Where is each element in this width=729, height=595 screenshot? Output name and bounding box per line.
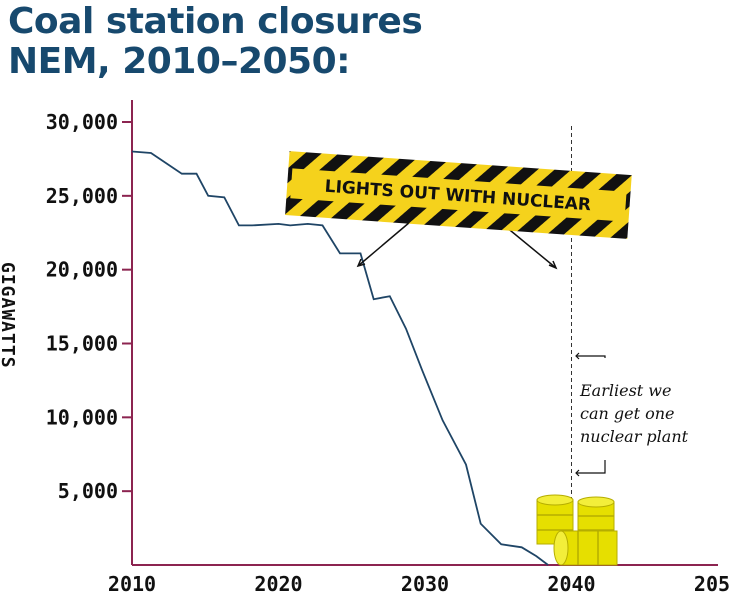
arrow-to-marker bbox=[504, 225, 557, 269]
y-axis-ticks: 5,000 10,000 15,000 20,000 25,000 30,000 bbox=[46, 110, 132, 503]
y-tick-label: 5,000 bbox=[58, 479, 118, 503]
note-line-2: can get one bbox=[580, 404, 675, 423]
coal-capacity-line bbox=[131, 150, 549, 566]
hazard-banner: LIGHTS OUT WITH NUCLEAR bbox=[285, 151, 632, 239]
note-line-3: nuclear plant bbox=[580, 427, 689, 446]
x-tick-label: 2050 bbox=[694, 572, 729, 595]
banner-arrows bbox=[356, 221, 558, 270]
title-line-2: NEM, 2010–2050: bbox=[8, 41, 351, 82]
note-bracket-bottom bbox=[576, 460, 606, 474]
arrow-head-left bbox=[356, 258, 366, 268]
note-brackets bbox=[575, 352, 606, 477]
y-tick-label: 15,000 bbox=[46, 332, 118, 356]
chart-title: Coal station closures NEM, 2010–2050: bbox=[8, 2, 708, 82]
x-tick-label: 2030 bbox=[401, 572, 449, 595]
arrow-to-line bbox=[357, 221, 411, 267]
nuclear-barrels bbox=[536, 494, 618, 566]
banner-label-band bbox=[290, 168, 627, 222]
y-tick-label: 10,000 bbox=[46, 405, 118, 429]
x-tick-label: 2020 bbox=[254, 572, 302, 595]
y-axis-label: GIGAWATTS bbox=[0, 262, 18, 369]
x-tick-label: 2010 bbox=[108, 572, 156, 595]
arrow-head-right bbox=[548, 260, 558, 270]
note-bracket-top bbox=[576, 355, 606, 358]
nuclear-note: Earliest we can get one nuclear plant bbox=[575, 352, 689, 477]
x-tick-label: 2040 bbox=[547, 572, 595, 595]
note-bracket-top-arrow bbox=[575, 352, 580, 360]
y-tick-label: 25,000 bbox=[46, 184, 118, 208]
note-bracket-bottom-arrow bbox=[575, 469, 580, 477]
title-line-1: Coal station closures bbox=[8, 1, 423, 42]
y-tick-label: 20,000 bbox=[46, 258, 118, 282]
y-tick-label: 30,000 bbox=[46, 110, 118, 134]
note-line-1: Earliest we bbox=[579, 381, 671, 400]
barrel-front-tipped bbox=[553, 530, 618, 566]
x-axis-ticks: 2010 2020 2030 2040 2050 bbox=[108, 572, 729, 595]
